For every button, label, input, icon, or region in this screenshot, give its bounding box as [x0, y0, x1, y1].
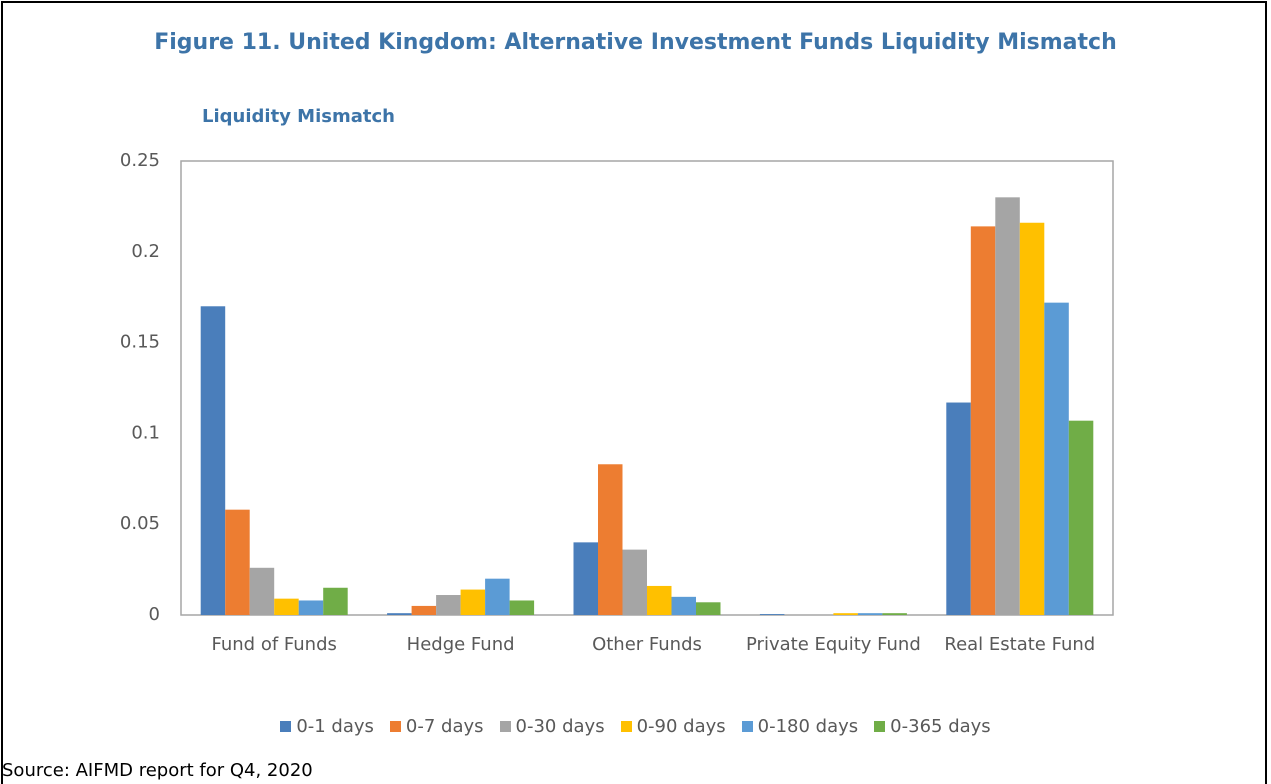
bar: [1019, 222, 1045, 615]
legend-label: 0-7 days: [405, 716, 484, 737]
x-tick-label: Hedge Fund: [406, 634, 515, 655]
legend-item: 0-365 days: [874, 716, 991, 737]
bar: [647, 585, 672, 615]
bar: [882, 613, 907, 615]
x-tick-label: Other Funds: [592, 634, 702, 655]
bar: [411, 605, 437, 615]
bar: [509, 600, 535, 615]
y-tick-label: 0.25: [120, 150, 160, 171]
bar: [249, 567, 275, 615]
legend-item: 0-1 days: [280, 716, 374, 737]
legend-item: 0-7 days: [389, 716, 484, 737]
bar: [946, 402, 971, 615]
bar: [1068, 420, 1094, 615]
bar: [671, 596, 696, 615]
legend-label: 0-1 days: [296, 716, 374, 737]
legend-item: 0-30 days: [499, 716, 605, 737]
legend-swatch: [741, 721, 753, 732]
legend-swatch: [280, 721, 292, 732]
legend-item: 0-180 days: [741, 716, 859, 737]
x-tick-label: Private Equity Fund: [746, 634, 921, 655]
y-tick-label: 0.15: [120, 332, 160, 353]
y-tick-label: 0.05: [120, 513, 160, 534]
bar: [323, 587, 348, 615]
bar: [460, 589, 486, 615]
y-tick-label: 0.1: [131, 422, 160, 443]
legend-label: 0-90 days: [636, 716, 726, 737]
bar: [225, 509, 250, 615]
x-tick-label: Fund of Funds: [211, 634, 337, 655]
bar: [759, 614, 785, 615]
figure-title: Figure 11. United Kingdom: Alternative I…: [154, 30, 1117, 55]
legend: 0-1 days 0-7 days 0-30 days 0-90 days 0-180 …: [0, 716, 1271, 737]
bar: [622, 549, 647, 615]
y-tick-label: 0.2: [131, 241, 160, 262]
legend-swatch: [620, 721, 632, 732]
chart-subtitle: Liquidity Mismatch: [202, 106, 395, 127]
bar: [995, 197, 1020, 615]
bar: [1044, 302, 1069, 615]
legend-swatch: [389, 721, 401, 732]
bar: [485, 578, 510, 615]
legend-label: 0-30 days: [515, 716, 605, 737]
bar: [970, 226, 996, 615]
bar: [857, 613, 883, 615]
bar: [696, 602, 721, 615]
bar: [200, 306, 226, 615]
legend-label: 0-365 days: [890, 716, 991, 737]
bar: [833, 613, 858, 615]
x-tick-label: Real Estate Fund: [944, 634, 1096, 655]
legend-label: 0-180 days: [757, 716, 859, 737]
legend-swatch: [874, 721, 886, 732]
bar: [598, 464, 623, 615]
y-tick-label: 0: [149, 604, 160, 625]
bar: [436, 595, 461, 615]
legend-swatch: [499, 721, 511, 732]
bar: [573, 542, 598, 615]
source-note: Source: AIFMD report for Q4, 2020: [2, 760, 313, 781]
legend-item: 0-90 days: [620, 716, 726, 737]
bar: [274, 598, 299, 615]
bar: [387, 613, 412, 615]
bar: [298, 600, 324, 615]
